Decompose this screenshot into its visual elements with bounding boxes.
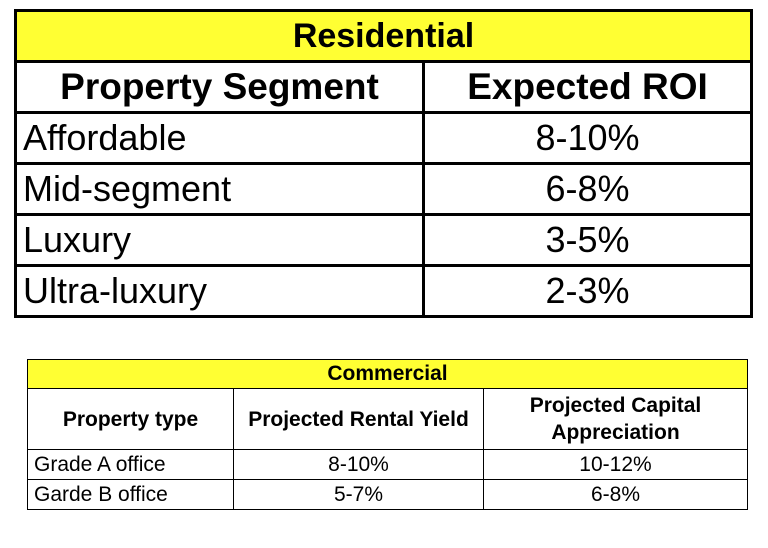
rental-yield-cell: 5-7%: [233, 479, 484, 510]
table-row: Garde B office 5-7% 6-8%: [27, 479, 748, 510]
residential-table: Residential Property Segment Expected RO…: [13, 9, 754, 318]
property-type-cell: Garde B office: [27, 479, 234, 510]
table-row: Mid-segment 6-8%: [14, 162, 754, 216]
roi-cell: 8-10%: [421, 111, 754, 165]
roi-cell: 6-8%: [421, 162, 754, 216]
capital-appreciation-cell: 10-12%: [483, 449, 748, 480]
table-row: Grade A office 8-10% 10-12%: [27, 449, 748, 480]
rental-yield-cell: 8-10%: [233, 449, 484, 480]
segment-cell: Mid-segment: [14, 162, 425, 216]
roi-cell: 3-5%: [421, 213, 754, 267]
commercial-header-capital-appreciation: Projected Capital Appreciation: [483, 388, 748, 450]
commercial-header-rental-yield: Projected Rental Yield: [233, 388, 484, 450]
roi-cell: 2-3%: [421, 264, 754, 318]
segment-cell: Luxury: [14, 213, 425, 267]
residential-header-roi: Expected ROI: [421, 60, 754, 114]
table-row: Luxury 3-5%: [14, 213, 754, 267]
property-type-cell: Grade A office: [27, 449, 234, 480]
capital-appreciation-cell: 6-8%: [483, 479, 748, 510]
commercial-table: Commercial Property type Projected Renta…: [27, 359, 748, 510]
commercial-title: Commercial: [27, 359, 748, 389]
segment-cell: Affordable: [14, 111, 425, 165]
table-row: Affordable 8-10%: [14, 111, 754, 165]
residential-header-segment: Property Segment: [14, 60, 425, 114]
residential-title: Residential: [13, 9, 754, 63]
segment-cell: Ultra-luxury: [14, 264, 425, 318]
commercial-header-property-type: Property type: [27, 388, 234, 450]
table-row: Ultra-luxury 2-3%: [14, 264, 754, 318]
